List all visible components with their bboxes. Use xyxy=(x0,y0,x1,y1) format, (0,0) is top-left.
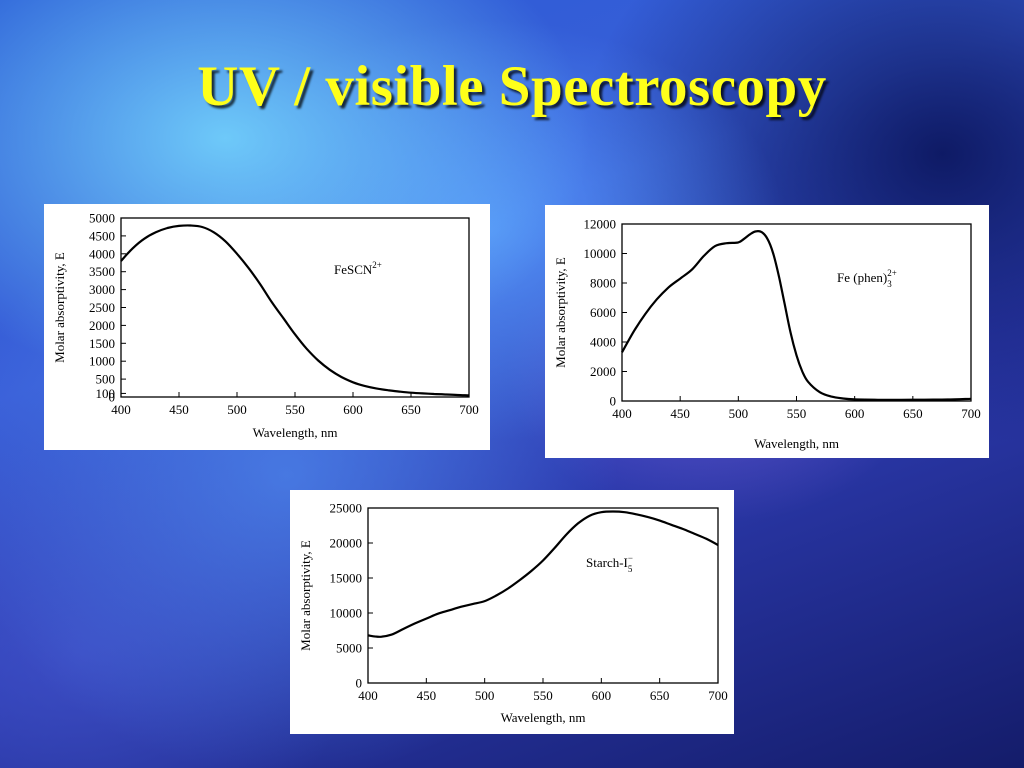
y-tick-label: 20000 xyxy=(330,536,363,551)
x-tick-label: 550 xyxy=(285,402,305,417)
y-tick-label: 12000 xyxy=(584,217,617,232)
annotation-superscript: 2+ xyxy=(372,260,382,270)
x-tick-label: 550 xyxy=(533,688,553,703)
chart-fescn-svg: 0100500100015002000250030003500400045005… xyxy=(52,211,479,441)
x-tick-label: 450 xyxy=(417,688,437,703)
plot-frame xyxy=(120,217,470,398)
y-tick-label: 5000 xyxy=(336,641,362,656)
y-tick-label: 2000 xyxy=(89,318,115,333)
x-tick-label: 400 xyxy=(358,688,378,703)
x-tick-label: 450 xyxy=(169,402,189,417)
x-tick-label: 400 xyxy=(111,402,131,417)
y-tick-label: 0 xyxy=(109,390,116,405)
y-axis-label: Molar absorptivity, E xyxy=(298,540,313,651)
y-tick-label: 1000 xyxy=(89,354,115,369)
y-tick-label: 4500 xyxy=(89,228,115,243)
plot-frame xyxy=(367,507,719,684)
y-tick-label: 0 xyxy=(356,676,363,691)
annotation-base: FeSCN xyxy=(334,262,373,277)
x-tick-label: 700 xyxy=(459,402,479,417)
series-annotation: Starch-I− 5 xyxy=(586,553,633,574)
y-tick-label: 2000 xyxy=(590,364,616,379)
series-annotation: Fe (phen)2+ 3 xyxy=(837,268,897,289)
y-tick-label: 10000 xyxy=(584,246,617,261)
x-tick-label: 550 xyxy=(787,406,807,421)
y-tick-label: 2500 xyxy=(89,300,115,315)
x-tick-label: 650 xyxy=(401,402,421,417)
y-axis-label: Molar absorptivity, E xyxy=(553,257,568,368)
y-tick-label: 100 xyxy=(96,386,116,401)
y-tick-label: 10000 xyxy=(330,606,363,621)
series-line-starch-i5 xyxy=(367,510,719,638)
x-tick-label: 600 xyxy=(845,406,865,421)
x-tick-label: 500 xyxy=(475,688,495,703)
y-tick-label: 500 xyxy=(96,372,116,387)
y-tick-label: 25000 xyxy=(330,501,363,516)
x-tick-label: 600 xyxy=(343,402,363,417)
y-tick-label: 1500 xyxy=(89,336,115,351)
x-tick-label: 600 xyxy=(592,688,612,703)
slide-title: UV / visible Spectroscopy xyxy=(197,55,827,118)
y-tick-label: 3000 xyxy=(89,282,115,297)
y-tick-label: 0 xyxy=(610,394,617,409)
y-tick-label: 6000 xyxy=(590,305,616,320)
chart-starch-i5-svg: 0 5000 10000 15000 20000 25000 400 450 500 550 600… xyxy=(298,501,728,726)
x-tick-label: 700 xyxy=(708,688,728,703)
y-tick-label: 4000 xyxy=(590,335,616,350)
series-line-fe-phen xyxy=(621,230,972,401)
annotation-superscript: − xyxy=(628,553,633,563)
annotation-base: Starch-I xyxy=(586,555,628,570)
chart-panel-fescn: 0 100 500 1000 1500 2000 2500 3000 3500 4000 4500 5… xyxy=(44,204,490,450)
y-tick-label: 15000 xyxy=(330,571,363,586)
y-axis-label: Molar absorptivity, E xyxy=(52,252,67,363)
plot-frame xyxy=(621,223,972,402)
chart-panel-fe-phen: 0 2000 4000 6000 8000 10000 12000 400 450 500 550 6… xyxy=(545,205,989,458)
annotation-subscript: 5 xyxy=(628,564,633,574)
y-tick-label: 4000 xyxy=(89,246,115,261)
x-tick-label: 650 xyxy=(903,406,923,421)
chart-panel-starch-i5: 0 5000 10000 15000 20000 25000 400 450 500 550 600… xyxy=(290,490,734,734)
x-tick-label: 700 xyxy=(961,406,981,421)
chart-fe-phen-svg: 0 2000 4000 6000 8000 10000 12000 400 450 500 550 6… xyxy=(553,217,981,452)
y-tick-label: 3500 xyxy=(89,264,115,279)
series-annotation: FeSCN2+ xyxy=(334,260,382,277)
y-tick-label: 8000 xyxy=(590,276,616,291)
annotation-subscript: 3 xyxy=(887,279,892,289)
x-tick-label: 400 xyxy=(612,406,632,421)
x-tick-label: 500 xyxy=(729,406,749,421)
series-line-fescn xyxy=(120,224,470,397)
annotation-base: Fe (phen) xyxy=(837,270,887,285)
x-tick-label: 650 xyxy=(650,688,670,703)
x-tick-label: 500 xyxy=(227,402,247,417)
x-axis-label: Wavelength, nm xyxy=(253,425,338,440)
x-tick-label: 450 xyxy=(670,406,690,421)
x-axis-label: Wavelength, nm xyxy=(754,436,839,451)
x-axis-label: Wavelength, nm xyxy=(501,710,586,725)
y-tick-label: 5000 xyxy=(89,211,115,226)
annotation-superscript: 2+ xyxy=(887,268,897,278)
